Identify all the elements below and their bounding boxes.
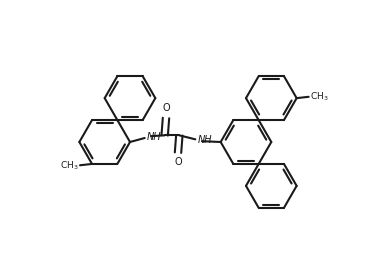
Text: NH: NH xyxy=(197,135,212,145)
Text: CH$_3$: CH$_3$ xyxy=(60,159,79,172)
Text: NH: NH xyxy=(147,132,161,142)
Text: O: O xyxy=(174,158,182,168)
Text: CH$_3$: CH$_3$ xyxy=(310,91,329,103)
Text: O: O xyxy=(162,103,170,113)
